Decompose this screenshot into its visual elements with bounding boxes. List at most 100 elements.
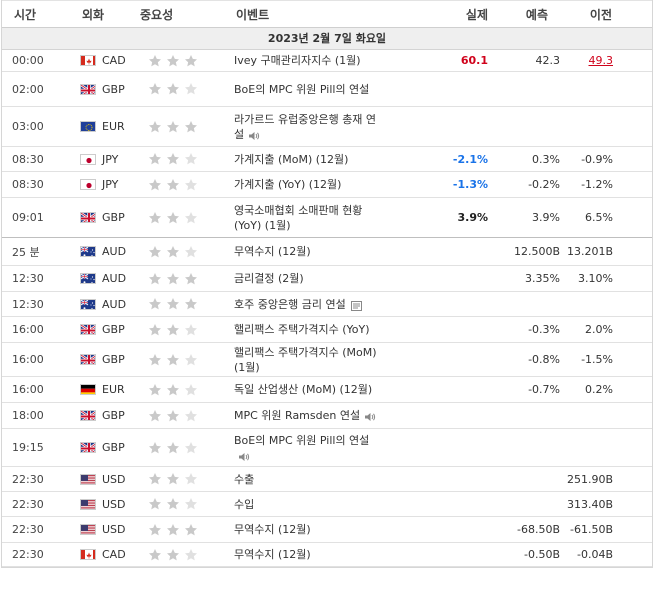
importance-stars [142,297,226,311]
eu-flag-icon [80,121,96,132]
event-title[interactable]: BoE의 MPC 위원 Pill의 연설 [226,82,426,97]
event-row[interactable]: 00:00 CAD Ivey 구매관리자지수 (1월) 60.1 42.3 49.3 [2,50,652,72]
sound-icon[interactable] [238,451,250,461]
header-previous[interactable]: 이전 [589,7,612,22]
event-title[interactable]: BoE의 MPC 위원 Pill의 연설 [226,433,426,463]
au-flag-icon [80,246,96,257]
event-title-line: 영국소매협회 소매판매 현황 [234,203,363,217]
event-title[interactable]: 수출 [226,472,426,487]
event-row[interactable]: 22:30 CAD 무역수지 (12월) -0.50B -0.04B [2,543,652,567]
event-time: 19:15 [12,441,44,454]
event-forecast: 42.3 [535,54,561,67]
event-currency: CAD [102,54,126,67]
event-currency: GBP [102,82,125,96]
event-currency: USD [102,523,126,536]
event-row[interactable]: 09:01 GBP 영국소매협회 소매판매 현황 (YoY) (1월) 3.9% 3.9%… [2,198,652,238]
event-row[interactable]: 18:00 GBP MPC 위원 Ramsden 연설 [2,403,652,429]
header-actual[interactable]: 실제 [465,7,488,22]
event-row[interactable]: 19:15 GBP BoE의 MPC 위원 Pill의 연설 [2,429,652,467]
importance-star-icon [184,383,198,397]
event-time: 22:30 [12,472,44,486]
event-currency: EUR [102,120,125,133]
importance-stars [142,178,226,192]
event-title[interactable]: 가계지출 (YoY) (12월) [226,177,426,192]
importance-star-icon [166,245,180,259]
event-currency: GBP [102,353,125,366]
event-title[interactable]: 호주 중앙은행 금리 연설 [226,297,426,312]
importance-star-icon [166,82,180,96]
event-title-line: 라가르드 유럽중앙은행 총재 연 [234,112,377,126]
event-forecast: 0.3% [532,152,560,166]
us-flag-icon [80,524,96,535]
importance-star-icon [184,54,198,68]
event-title-line: MPC 위원 Ramsden 연설 [234,409,361,422]
report-icon[interactable] [350,300,362,311]
event-row[interactable]: 12:30 AUD 금리결정 (2월) 3.35% 3.10% [2,266,652,292]
event-time: 12:30 [12,272,44,285]
sound-icon[interactable] [364,411,376,421]
event-title[interactable]: 영국소매협회 소매판매 현황 (YoY) (1월) [226,203,426,233]
importance-star-icon [166,523,180,537]
importance-star-icon [184,497,198,511]
importance-star-icon [184,152,198,166]
event-title[interactable]: 핼리팩스 주택가격지수 (MoM) (1월) [226,345,426,375]
event-row[interactable]: 16:00 EUR 독일 산업생산 (MoM) (12월) -0.7% 0.2% [2,377,652,403]
event-actual: 60.1 [460,54,488,67]
event-row[interactable]: 22:30 USD 수입 313.40B [2,492,652,517]
event-forecast: 3.35% [525,272,560,285]
event-currency: JPY [102,178,119,191]
ca-flag-icon [80,549,96,560]
event-time: 16:00 [12,383,44,396]
event-time: 03:00 [12,120,44,133]
importance-star-icon [148,54,162,68]
importance-star-icon [148,323,162,337]
importance-star-icon [184,441,198,455]
event-time: 08:30 [12,178,44,191]
header-importance[interactable]: 중요성 [140,7,174,22]
event-row[interactable]: 22:30 USD 무역수지 (12월) -68.50B -61.50B [2,517,652,543]
event-previous: 313.40B [566,497,613,511]
event-title-line: 무역수지 (12월) [234,245,311,258]
event-previous: 6.5% [585,211,613,224]
event-title[interactable]: Ivey 구매관리자지수 (1월) [226,53,426,68]
event-row[interactable]: 22:30 USD 수출 251.90B [2,467,652,492]
gb-flag-icon [80,410,96,421]
importance-star-icon [148,548,162,562]
event-currency: AUD [102,297,127,311]
importance-stars [142,272,226,286]
event-previous: 3.10% [578,272,613,285]
header-time[interactable]: 시간 [14,7,37,22]
header-event[interactable]: 이벤트 [236,7,270,22]
event-row[interactable]: 02:00 GBP BoE의 MPC 위원 Pill의 연설 [2,72,652,107]
event-title[interactable]: MPC 위원 Ramsden 연설 [226,408,426,423]
event-previous: 0.2% [585,383,613,396]
event-title[interactable]: 가계지출 (MoM) (12월) [226,152,426,167]
importance-star-icon [184,409,198,423]
event-title[interactable]: 무역수지 (12월) [226,244,426,259]
us-flag-icon [80,473,96,485]
event-title[interactable]: 금리결정 (2월) [226,271,426,286]
event-currency: GBP [102,211,125,224]
event-row[interactable]: 08:30 JPY 가계지출 (MoM) (12월) -2.1% 0.3% -0.9% [2,147,652,172]
event-previous: -0.9% [581,152,613,166]
sound-icon[interactable] [248,130,260,140]
event-actual: -1.3% [452,178,488,191]
event-title-line: 독일 산업생산 (MoM) (12월) [234,383,373,396]
event-title[interactable]: 무역수지 (12월) [226,522,426,537]
event-forecast: 12.500B [513,245,560,258]
header-forecast[interactable]: 예측 [525,7,548,22]
header-currency[interactable]: 외화 [82,7,105,22]
event-row[interactable]: 16:00 GBP 핼리팩스 주택가격지수 (YoY) -0.3% 2.0% [2,317,652,343]
event-title[interactable]: 수입 [226,497,426,512]
event-row[interactable]: 08:30 JPY 가계지출 (YoY) (12월) -1.3% -0.2% -1.2% [2,172,652,198]
event-title[interactable]: 무역수지 (12월) [226,547,426,562]
event-title-line: 가계지출 (YoY) (12월) [234,178,342,191]
event-row[interactable]: 16:00 GBP 핼리팩스 주택가격지수 (MoM) (1월) -0.8% -1.5% [2,343,652,377]
event-title[interactable]: 독일 산업생산 (MoM) (12월) [226,382,426,397]
event-row[interactable]: 25 분 AUD 무역수지 (12월) 12.500B 13.201B [2,238,652,266]
event-title[interactable]: 핼리팩스 주택가격지수 (YoY) [226,322,426,337]
event-currency: GBP [102,323,125,336]
event-row[interactable]: 12:30 AUD 호주 중앙은행 금리 연설 [2,292,652,317]
